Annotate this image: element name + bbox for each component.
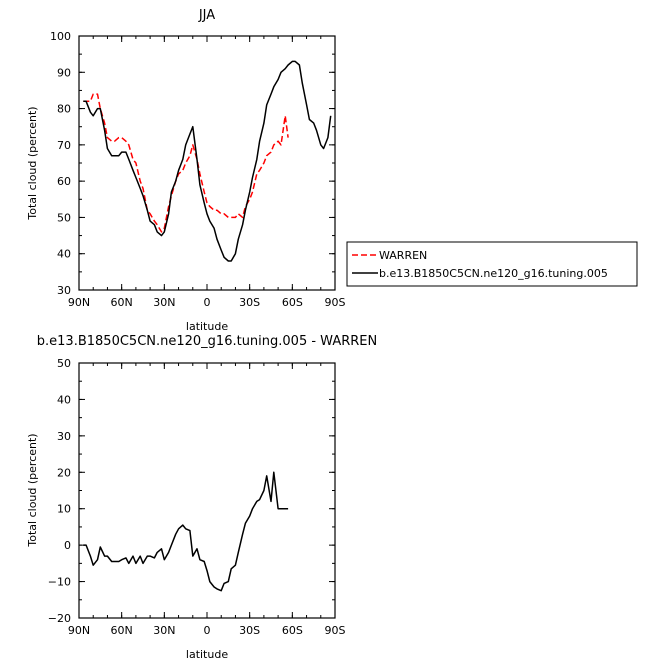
y-axis-label: Total cloud (percent)	[26, 433, 39, 547]
axis-ticks: 30 40 50 60 70 80 90 100 90N 60N 30N 0 30S 60S 90S	[50, 30, 346, 309]
x-tick-label: 90N	[68, 624, 90, 637]
legend-label-model: b.e13.B1850C5CN.ne120_g16.tuning.005	[379, 267, 608, 280]
y-tick-label: 30	[57, 284, 71, 297]
y-tick-label: 50	[57, 357, 71, 370]
x-tick-label: 90S	[325, 296, 346, 309]
axis-ticks: −20 −10 0 10 20 30 40 50 90N 60N 30N 0 30S 60S 90S	[48, 357, 346, 637]
x-tick-label: 0	[204, 296, 211, 309]
x-tick-label: 30S	[239, 296, 260, 309]
series-lines	[83, 471, 289, 592]
series-line-1	[83, 471, 289, 592]
x-tick-label: 90S	[325, 624, 346, 637]
x-tick-label: 60S	[282, 624, 303, 637]
series-lines	[83, 60, 332, 262]
x-tick-label: 90N	[68, 296, 90, 309]
legend-box	[346, 241, 638, 287]
x-tick-label: 30S	[239, 624, 260, 637]
plot-frame	[78, 362, 336, 619]
x-axis-label: latitude	[186, 648, 228, 661]
y-tick-label: 40	[57, 248, 71, 261]
y-tick-label: 60	[57, 175, 71, 188]
y-tick-label: 0	[64, 539, 71, 552]
y-tick-label: −20	[48, 612, 71, 625]
chart-title: b.e13.B1850C5CN.ne120_g16.tuning.005 - W…	[37, 334, 377, 349]
legend-label-warren: WARREN	[379, 249, 427, 262]
y-tick-label: −10	[48, 576, 71, 589]
y-tick-label: 90	[57, 66, 71, 79]
x-tick-label: 30N	[153, 296, 175, 309]
x-tick-label: 30N	[153, 624, 175, 637]
plot-frame	[78, 35, 336, 291]
y-tick-label: 80	[57, 103, 71, 116]
y-tick-label: 100	[50, 30, 71, 43]
legend: WARREN b.e13.B1850C5CN.ne120_g16.tuning.…	[346, 241, 638, 287]
y-tick-label: 40	[57, 393, 71, 406]
y-axis-label: Total cloud (percent)	[26, 106, 39, 220]
x-tick-label: 60S	[282, 296, 303, 309]
chart-panel-bottom: b.e13.B1850C5CN.ne120_g16.tuning.005 - W…	[26, 334, 377, 661]
x-tick-label: 0	[204, 624, 211, 637]
series-line-1	[83, 93, 289, 233]
chart-title: JJA	[198, 8, 215, 23]
x-tick-label: 60N	[111, 296, 133, 309]
y-tick-label: 50	[57, 211, 71, 224]
y-tick-label: 30	[57, 430, 71, 443]
series-line-2	[83, 60, 332, 262]
chart-panel-top: JJA Total cloud (percent) latitude 30 40 5…	[26, 8, 346, 333]
y-tick-label: 70	[57, 139, 71, 152]
x-axis-label: latitude	[186, 320, 228, 333]
y-tick-label: 20	[57, 466, 71, 479]
y-tick-label: 10	[57, 503, 71, 516]
x-tick-label: 60N	[111, 624, 133, 637]
